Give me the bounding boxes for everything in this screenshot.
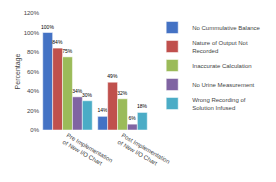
svg-text:80%: 80% [27, 49, 40, 55]
svg-text:100%: 100% [41, 24, 54, 30]
svg-text:30%: 30% [82, 92, 93, 98]
svg-text:0%: 0% [30, 127, 39, 133]
svg-text:Post Implementationof New I/O: Post Implementationof New I/O Chart [117, 132, 171, 171]
svg-text:Percentage: Percentage [14, 53, 22, 89]
svg-text:No Urine Measurement: No Urine Measurement [192, 82, 254, 88]
svg-text:60%: 60% [27, 69, 40, 75]
svg-text:120%: 120% [24, 10, 40, 16]
svg-text:No Cummulative Balance: No Cummulative Balance [192, 25, 260, 31]
svg-text:20%: 20% [27, 108, 40, 114]
svg-text:49%: 49% [107, 73, 118, 79]
svg-text:Inaccurate Calculation: Inaccurate Calculation [192, 63, 251, 69]
svg-text:75%: 75% [62, 48, 73, 54]
svg-text:34%: 34% [72, 88, 83, 94]
svg-text:18%: 18% [137, 103, 148, 109]
svg-text:40%: 40% [27, 88, 40, 94]
svg-text:Nature of Output NotRecorded: Nature of Output NotRecorded [192, 40, 248, 54]
svg-text:14%: 14% [97, 107, 108, 113]
svg-text:84%: 84% [52, 39, 63, 45]
svg-text:Pre Implementationof New I/O C: Pre Implementationof New I/O Chart [62, 132, 114, 170]
svg-text:100%: 100% [24, 30, 40, 36]
svg-text:6%: 6% [129, 115, 137, 121]
svg-text:32%: 32% [117, 90, 128, 96]
svg-text:Wrong Recording ofSolution Inf: Wrong Recording ofSolution Infused [192, 97, 246, 111]
